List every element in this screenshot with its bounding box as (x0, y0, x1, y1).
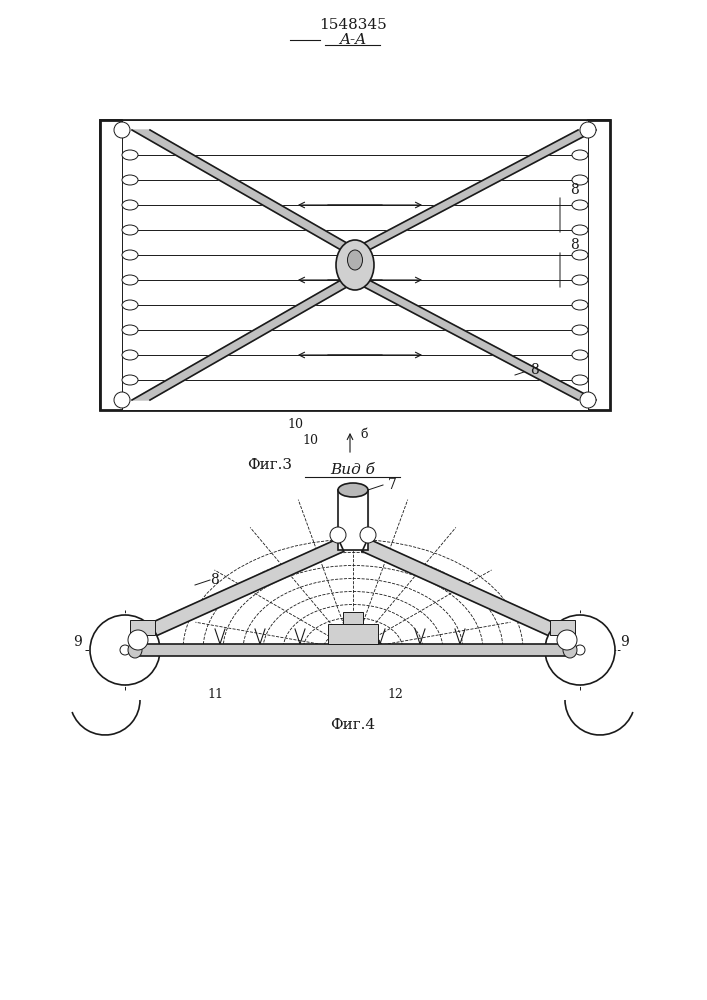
Polygon shape (338, 490, 368, 550)
Text: 9: 9 (620, 635, 629, 649)
Polygon shape (127, 539, 344, 646)
Bar (122, 120, 588, 410)
Ellipse shape (572, 325, 588, 335)
Bar (550, 620, 575, 635)
Bar (130, 620, 155, 635)
Text: 7: 7 (388, 478, 397, 492)
Circle shape (90, 615, 160, 685)
Ellipse shape (572, 300, 588, 310)
Bar (100, 120, 610, 410)
Ellipse shape (572, 350, 588, 360)
Circle shape (114, 122, 130, 138)
Ellipse shape (572, 275, 588, 285)
Circle shape (545, 615, 615, 685)
Ellipse shape (572, 250, 588, 260)
Ellipse shape (122, 350, 138, 360)
Circle shape (580, 122, 596, 138)
Polygon shape (132, 280, 359, 400)
Ellipse shape (122, 200, 138, 210)
Text: 12: 12 (387, 688, 403, 702)
Ellipse shape (572, 175, 588, 185)
Ellipse shape (122, 375, 138, 385)
Text: 8: 8 (570, 183, 579, 197)
Bar (343, 612, 363, 624)
Ellipse shape (563, 642, 577, 658)
Text: 10: 10 (302, 434, 318, 446)
Ellipse shape (128, 642, 142, 658)
Ellipse shape (338, 483, 368, 497)
Text: Вид б: Вид б (331, 463, 375, 477)
Text: б: б (360, 428, 368, 442)
Polygon shape (351, 130, 596, 250)
Text: Фиг.4: Фиг.4 (330, 718, 375, 732)
Ellipse shape (572, 150, 588, 160)
Ellipse shape (122, 150, 138, 160)
Bar (100, 120, 122, 410)
Ellipse shape (122, 275, 138, 285)
Ellipse shape (348, 250, 363, 270)
Circle shape (580, 392, 596, 408)
Ellipse shape (572, 375, 588, 385)
Polygon shape (351, 280, 596, 400)
Polygon shape (132, 130, 359, 250)
Bar (338, 490, 368, 550)
Ellipse shape (336, 240, 374, 290)
Circle shape (128, 630, 148, 650)
Circle shape (120, 645, 130, 655)
Text: 1548345: 1548345 (319, 18, 387, 32)
Bar (135, 644, 570, 656)
Ellipse shape (572, 200, 588, 210)
Text: 8: 8 (570, 238, 579, 252)
Circle shape (575, 645, 585, 655)
Ellipse shape (122, 250, 138, 260)
Text: 11: 11 (207, 688, 223, 702)
Text: 8: 8 (210, 573, 218, 587)
Text: 8: 8 (530, 363, 539, 377)
Text: A-A: A-A (339, 33, 366, 47)
Polygon shape (362, 539, 578, 646)
Circle shape (114, 392, 130, 408)
Ellipse shape (122, 300, 138, 310)
Text: Фиг.3: Фиг.3 (247, 458, 293, 472)
Circle shape (360, 527, 376, 543)
Ellipse shape (572, 225, 588, 235)
Circle shape (330, 527, 346, 543)
Ellipse shape (122, 175, 138, 185)
Bar (328, 624, 378, 644)
Ellipse shape (122, 325, 138, 335)
Text: 10: 10 (287, 418, 303, 432)
Ellipse shape (122, 225, 138, 235)
Bar (588, 120, 610, 410)
Text: 9: 9 (74, 635, 82, 649)
Circle shape (557, 630, 577, 650)
